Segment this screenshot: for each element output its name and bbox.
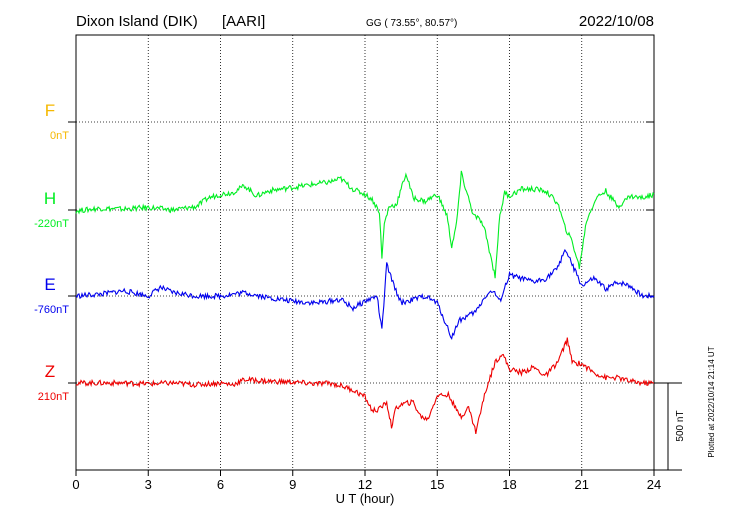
x-axis-ticks: 0 3 6 9 12 15 18 21 24	[72, 470, 661, 492]
tick-label-x: 12	[358, 477, 372, 492]
component-baseline-e: -760nT	[34, 304, 69, 316]
series-line-h	[75, 170, 655, 279]
scale-label: 500 nT	[675, 410, 686, 441]
tick-label-x: 9	[289, 477, 296, 492]
component-baseline-z: 210nT	[38, 391, 69, 403]
component-letter-z: Z	[45, 362, 55, 381]
component-letter-f: F	[45, 101, 55, 120]
component-baseline-h: -220nT	[34, 218, 69, 230]
series-group	[75, 170, 655, 434]
coords-label: GG ( 73.55°, 80.57°)	[366, 18, 457, 29]
component-letter-h: H	[44, 189, 56, 208]
x-axis-title: U T (hour)	[336, 491, 395, 506]
tick-label-x: 15	[430, 477, 444, 492]
tick-label-x: 6	[217, 477, 224, 492]
station-title: Dixon Island (DIK)	[76, 13, 198, 30]
date-label: 2022/10/08	[579, 13, 654, 30]
tick-label-x: 21	[575, 477, 589, 492]
component-baseline-f: 0nT	[50, 130, 69, 142]
grid-lines	[147, 35, 583, 470]
series-line-z	[75, 337, 654, 434]
tick-label-x: 3	[145, 477, 152, 492]
series-line-e	[75, 248, 655, 340]
tick-label-x: 24	[647, 477, 661, 492]
tick-label-x: 18	[502, 477, 516, 492]
component-labels: F 0nT H -220nT E -760nT Z 210nT	[34, 101, 69, 403]
tick-label-x: 0	[72, 477, 79, 492]
plotted-note: Plotted at 2022/10/14 21:14 UT	[707, 346, 716, 457]
component-letter-e: E	[44, 275, 55, 294]
institute-label: [AARI]	[222, 13, 265, 30]
